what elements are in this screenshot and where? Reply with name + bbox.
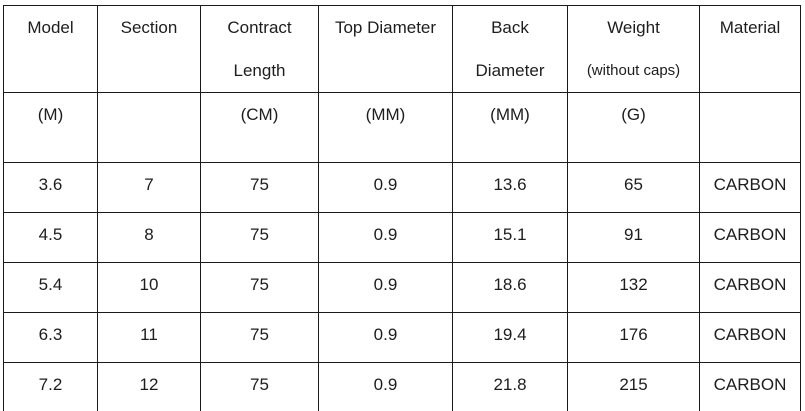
column-unit: (MM) <box>452 92 568 163</box>
table-cell: 4.5 <box>3 212 98 263</box>
column-header-text: Back <box>491 18 529 37</box>
table-cell: 13.6 <box>452 162 568 213</box>
table-row: 5.4 10 75 0.9 18.6 132 CARBON <box>3 262 801 313</box>
table-cell: 19.4 <box>452 312 568 363</box>
table-row: 3.6 7 75 0.9 13.6 65 CARBON <box>3 162 801 213</box>
column-header-text: Model <box>27 18 74 37</box>
header-row-units: (M) (CM) (MM) (MM) (G) <box>3 92 801 163</box>
column-unit: (CM) <box>200 92 319 163</box>
table-cell: 75 <box>200 212 319 263</box>
table-cell: CARBON <box>699 212 801 263</box>
column-unit: (M) <box>3 92 98 163</box>
table-cell: 12 <box>97 362 201 411</box>
column-header-subtext: (without caps) <box>586 62 681 79</box>
table-cell: 75 <box>200 162 319 213</box>
table-cell: 10 <box>97 262 201 313</box>
table-cell: CARBON <box>699 262 801 313</box>
table-cell: 132 <box>567 262 700 313</box>
table-row: 4.5 8 75 0.9 15.1 91 CARBON <box>3 212 801 263</box>
column-header-text: Section <box>120 18 178 37</box>
table-cell: 0.9 <box>318 262 453 313</box>
column-header: Section <box>97 5 201 93</box>
column-header: Material <box>699 5 801 93</box>
table-cell: 8 <box>97 212 201 263</box>
column-header-text: Weight <box>607 18 660 37</box>
table-cell: 21.8 <box>452 362 568 411</box>
column-header: Back Diameter <box>452 5 568 93</box>
column-header-text: Contract <box>227 18 292 37</box>
table-cell: 7 <box>97 162 201 213</box>
column-unit <box>699 92 801 163</box>
column-header: Top Diameter <box>318 5 453 93</box>
table-body: 3.6 7 75 0.9 13.6 65 CARBON 4.5 8 75 0.9 15.1 91 CARB… <box>3 162 801 411</box>
table-cell: 176 <box>567 312 700 363</box>
column-header-text: Diameter <box>475 61 545 80</box>
column-header: Weight (without caps) <box>567 5 700 93</box>
table-cell: 0.9 <box>318 312 453 363</box>
product-spec-table: Model Section Contract Length Top Diameter Ba… <box>3 5 801 411</box>
column-header: Contract Length <box>200 5 319 93</box>
header-row-labels: Model Section Contract Length Top Diameter Ba… <box>3 5 801 93</box>
column-unit: (G) <box>567 92 700 163</box>
table-cell: 91 <box>567 212 700 263</box>
table-cell: 5.4 <box>3 262 98 313</box>
table-cell: CARBON <box>699 162 801 213</box>
table-cell: 6.3 <box>3 312 98 363</box>
table-cell: 0.9 <box>318 212 453 263</box>
table-cell: 75 <box>200 312 319 363</box>
table-cell: 215 <box>567 362 700 411</box>
table-cell: 0.9 <box>318 162 453 213</box>
table-cell: 18.6 <box>452 262 568 313</box>
table-row: 6.3 11 75 0.9 19.4 176 CARBON <box>3 312 801 363</box>
table-cell: CARBON <box>699 362 801 411</box>
table-row: 7.2 12 75 0.9 21.8 215 CARBON <box>3 362 801 411</box>
column-unit <box>97 92 201 163</box>
column-header-text: Top Diameter <box>334 18 437 37</box>
column-unit: (MM) <box>318 92 453 163</box>
table-cell: 65 <box>567 162 700 213</box>
column-header-text: Length <box>233 61 286 80</box>
table-cell: 0.9 <box>318 362 453 411</box>
table-head: Model Section Contract Length Top Diameter Ba… <box>3 5 801 163</box>
column-header-text: Material <box>719 18 781 37</box>
table-cell: 7.2 <box>3 362 98 411</box>
table-cell: CARBON <box>699 312 801 363</box>
column-header: Model <box>3 5 98 93</box>
table-cell: 75 <box>200 362 319 411</box>
table-cell: 3.6 <box>3 162 98 213</box>
table-cell: 11 <box>97 312 201 363</box>
table-cell: 15.1 <box>452 212 568 263</box>
table-cell: 75 <box>200 262 319 313</box>
